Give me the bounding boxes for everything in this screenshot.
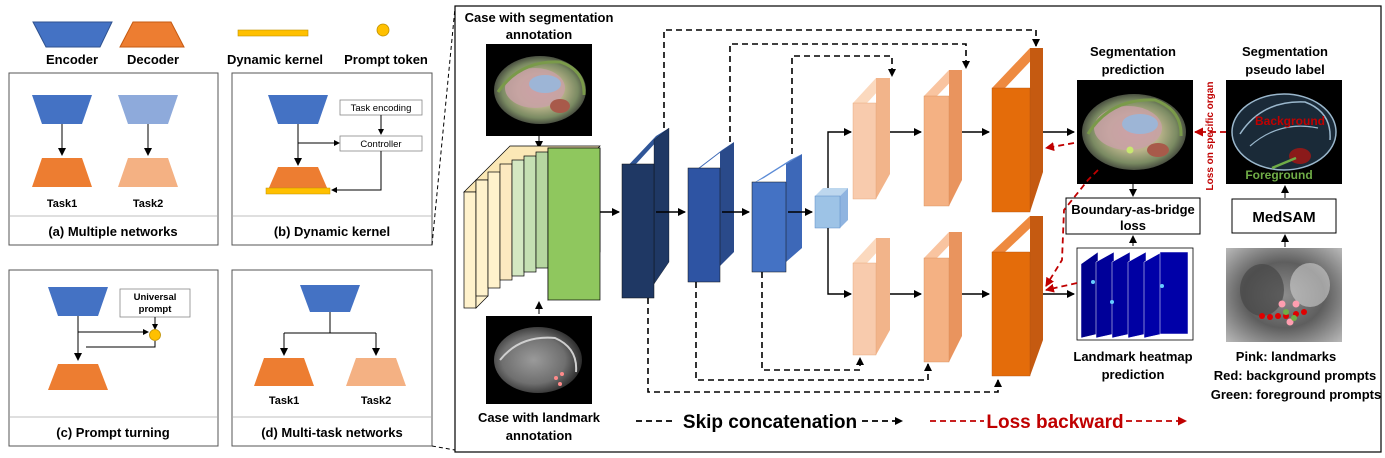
encoder-block-2: [687, 142, 734, 283]
decoder-shape: [48, 364, 108, 390]
encoder-shape: [300, 285, 360, 312]
encoder-block-1: [621, 127, 670, 299]
panel-b-caption: (b) Dynamic kernel: [274, 224, 390, 239]
upper-decoder-block-3: [991, 48, 1043, 213]
decoder-shape-light: [118, 158, 178, 187]
task1-label: Task1: [269, 395, 299, 407]
decoder-shape-light: [346, 358, 406, 386]
task1-label: Task1: [47, 198, 77, 210]
panel-dynamic-kernel: Task encoding Controller (b) Dynamic ker…: [231, 72, 433, 246]
medsam-label: MedSAM: [1252, 209, 1315, 226]
bottom-legend: Skip concatenation Loss backward: [636, 412, 1187, 433]
boundary-bridge-loss-label-2: loss: [1120, 218, 1146, 233]
red-background-note: Red: background prompts: [1214, 368, 1377, 383]
decoder-shape: [32, 158, 92, 187]
legend: Encoder Decoder Dynamic kernel Prompt to…: [32, 21, 428, 67]
seg-case-title-2: annotation: [506, 27, 572, 42]
universal-prompt-label-1: Universal: [134, 292, 177, 303]
landmark-case-image: [486, 316, 592, 404]
lower-decoder-block-2: [923, 232, 962, 363]
panel-a-caption: (a) Multiple networks: [48, 224, 177, 239]
panel-d-caption: (d) Multi-task networks: [261, 425, 403, 440]
encoder-legend-label: Encoder: [46, 52, 98, 67]
task2-label: Task2: [361, 395, 391, 407]
loss-backward-arrows: [1045, 127, 1226, 293]
panel-multiple-networks: Task1 Task2 (a) Multiple networks: [8, 72, 219, 246]
pseudo-title-2: pseudo label: [1245, 62, 1324, 77]
panel-c-caption: (c) Prompt turning: [56, 425, 169, 440]
decoder-legend-shape: [119, 21, 185, 48]
seg-pred-title-1: Segmentation: [1090, 44, 1176, 59]
seg-prediction-image: [1077, 80, 1193, 184]
controller-label: Controller: [360, 139, 401, 150]
decoder-shape: [268, 167, 328, 190]
landmark-case-title-1: Case with landmark: [478, 410, 601, 425]
boundary-bridge-loss-box: [1065, 197, 1201, 235]
upper-decoder-block-2: [923, 70, 962, 207]
lower-decoder-block-1: [852, 238, 890, 356]
heatmap-title-1: Landmark heatmap: [1073, 349, 1192, 364]
loss-specific-organ-label: Loss on specific organ: [1205, 82, 1216, 191]
prompt-zoom-image: [1226, 248, 1342, 342]
panel-multi-task-networks: Task1 Task2 (d) Multi-task networks: [231, 269, 433, 447]
medsam-box: [1231, 198, 1337, 234]
upper-decoder-block-1: [852, 78, 890, 200]
encoder-shape: [268, 95, 328, 124]
prompt-token-legend-dot: [376, 23, 390, 37]
foreground-arrow: [1271, 156, 1297, 170]
dynamic-kernel-legend-bar: [237, 29, 309, 37]
encoder-shape: [48, 287, 108, 316]
background-label: Background: [1255, 114, 1325, 128]
main-framework-frame: [454, 5, 1382, 453]
pink-landmarks-note: Pink: landmarks: [1236, 349, 1336, 364]
input-volume-stack: [463, 145, 601, 309]
boundary-bridge-loss-label-1: Boundary-as-bridge: [1071, 202, 1195, 217]
task-encoding-label: Task encoding: [351, 103, 412, 114]
dynamic-kernel-bar: [265, 187, 331, 195]
seg-case-image: [486, 44, 592, 136]
encoder-shape-light: [118, 95, 178, 124]
pseudo-label-image: [1226, 80, 1342, 184]
decoder-shape: [254, 358, 314, 386]
lower-decoder-block-3: [991, 216, 1043, 377]
encoder-block-3: [751, 154, 802, 273]
task2-label: Task2: [133, 198, 163, 210]
encoder-shape: [32, 95, 92, 124]
skip-connections: [647, 29, 1040, 393]
dynamic-kernel-legend-label: Dynamic kernel: [227, 52, 323, 67]
landmark-case-title-2: annotation: [506, 428, 572, 443]
heatmap-title-2: prediction: [1102, 367, 1165, 382]
encoder-legend-shape: [32, 21, 113, 48]
universal-prompt-box: [119, 288, 191, 318]
green-foreground-note: Green: foreground prompts: [1211, 387, 1381, 402]
prompt-token-legend-label: Prompt token: [344, 52, 428, 67]
landmark-heatmap-image: [1076, 247, 1194, 341]
bottleneck-cube: [814, 188, 848, 229]
seg-pred-title-2: prediction: [1102, 62, 1165, 77]
universal-prompt-label-2: prompt: [139, 304, 173, 315]
prompt-token-dot: [149, 329, 161, 341]
skip-concatenation-label: Skip concatenation: [683, 412, 857, 433]
seg-case-title-1: Case with segmentation: [465, 10, 614, 25]
foreground-label: Foreground: [1245, 168, 1312, 182]
panel-prompt-turning: Universal prompt (c) Prompt turning: [8, 269, 219, 447]
pseudo-title-1: Segmentation: [1242, 44, 1328, 59]
loss-backward-label: Loss backward: [986, 412, 1123, 433]
decoder-legend-label: Decoder: [127, 52, 179, 67]
